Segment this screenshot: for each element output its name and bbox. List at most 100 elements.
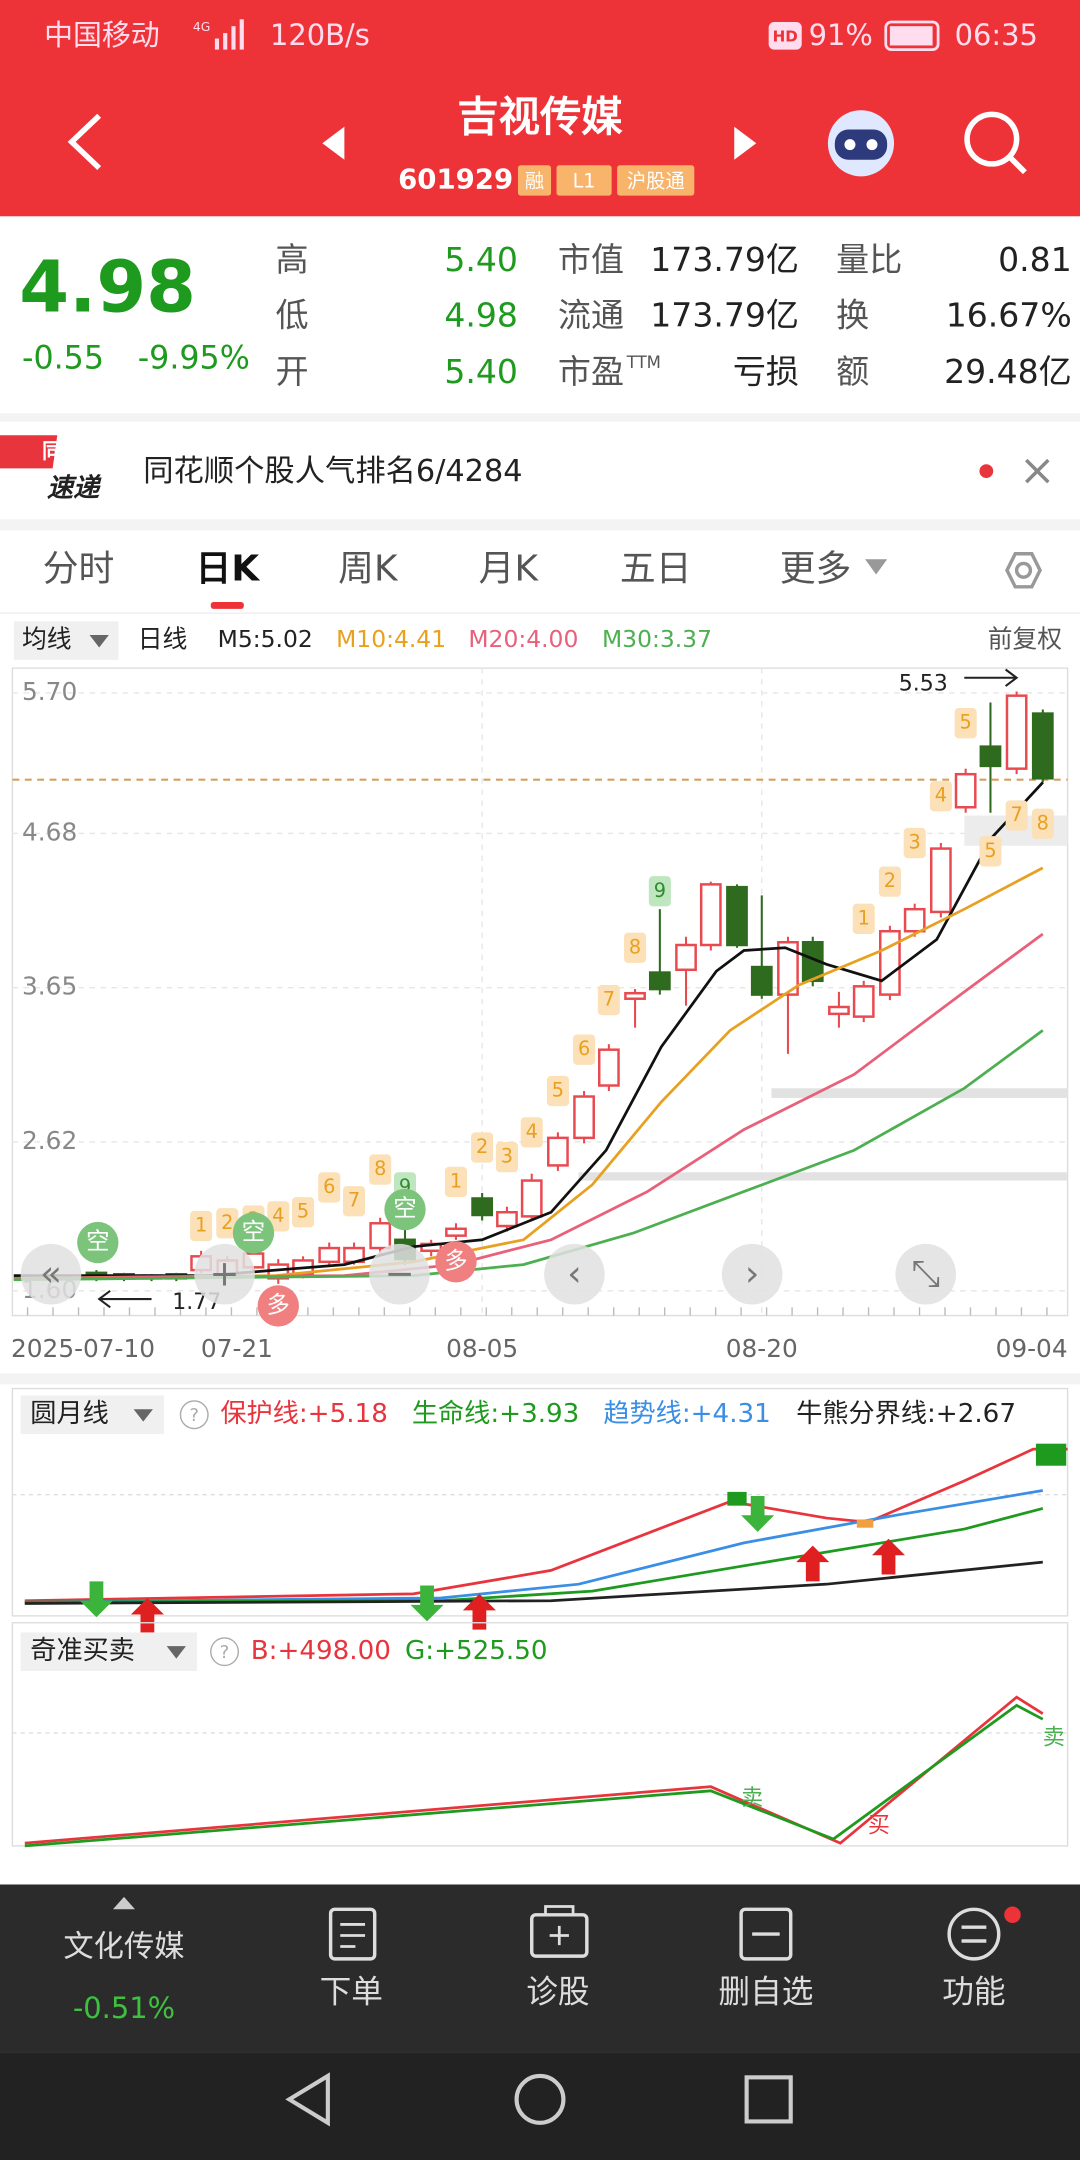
seq-bg bbox=[444, 1166, 467, 1198]
seq-bg bbox=[343, 1186, 366, 1217]
sys-recent[interactable] bbox=[744, 2075, 793, 2124]
nav-item[interactable]: 下单 bbox=[320, 1974, 383, 2010]
seq-bg bbox=[624, 932, 647, 963]
stat-value: 16.67% bbox=[946, 295, 1072, 334]
sys-back[interactable] bbox=[285, 2072, 330, 2127]
ma-item: M5:5.02 bbox=[218, 625, 313, 653]
control-button[interactable] bbox=[20, 1243, 82, 1305]
signal: 卖 bbox=[1043, 1725, 1065, 1750]
y-tick-label: 4.68 bbox=[22, 817, 77, 846]
tab[interactable]: 更多 bbox=[780, 548, 852, 589]
sys-home[interactable] bbox=[514, 2073, 566, 2125]
ind1-name[interactable]: 圆月线 bbox=[30, 1399, 108, 1429]
more-caret bbox=[865, 559, 888, 575]
bottom-nav bbox=[0, 1884, 1080, 2053]
prev-stock[interactable] bbox=[322, 126, 345, 160]
seq-label: 5 bbox=[552, 1079, 564, 1102]
tab[interactable]: 分时 bbox=[43, 548, 115, 589]
help-icon[interactable] bbox=[179, 1400, 209, 1430]
candle-body bbox=[1005, 694, 1028, 770]
ind1-frame bbox=[11, 1387, 1069, 1617]
control-icon: « bbox=[40, 1254, 62, 1295]
x-tick-label: 08-05 bbox=[446, 1334, 518, 1363]
network: 4G bbox=[193, 19, 210, 34]
help-mark: ? bbox=[189, 1405, 199, 1426]
tab[interactable]: 月K bbox=[479, 548, 540, 589]
control-button[interactable] bbox=[544, 1243, 605, 1305]
seq-label: 3 bbox=[501, 1145, 513, 1168]
func-icon bbox=[947, 1907, 1001, 1961]
signal-bg bbox=[77, 1221, 119, 1264]
seq-bg bbox=[878, 866, 901, 897]
caret bbox=[166, 1646, 186, 1659]
seq-bg bbox=[318, 1172, 341, 1203]
seq-label: 4 bbox=[935, 784, 947, 807]
divider bbox=[0, 1373, 1080, 1385]
g-line bbox=[24, 1703, 1044, 1848]
candle-body bbox=[777, 941, 799, 996]
tag: 沪股通 bbox=[627, 169, 685, 192]
tab[interactable]: 五日 bbox=[620, 548, 692, 589]
help-icon[interactable] bbox=[210, 1637, 240, 1667]
tab[interactable]: 日K bbox=[196, 548, 261, 589]
signal-icon bbox=[214, 19, 244, 50]
remove-icon bbox=[739, 1907, 793, 1961]
logo-text: 同花顺 bbox=[42, 439, 104, 463]
candles bbox=[85, 691, 1054, 1284]
candle-body bbox=[648, 971, 671, 991]
control-button[interactable] bbox=[895, 1243, 957, 1305]
nav-item[interactable]: 功能 bbox=[942, 1974, 1005, 2010]
low-arrow bbox=[97, 1289, 152, 1309]
seq-bg bbox=[546, 1075, 569, 1107]
control-button[interactable] bbox=[194, 1243, 255, 1305]
close-banner[interactable] bbox=[1025, 458, 1050, 484]
seq-bg bbox=[369, 1154, 392, 1185]
sector[interactable]: 文化传媒 bbox=[63, 1929, 184, 1964]
seq-label: 3 bbox=[909, 831, 921, 854]
tab[interactable]: 周K bbox=[338, 548, 399, 589]
candle-body bbox=[954, 772, 977, 809]
settings-button[interactable] bbox=[1005, 552, 1042, 589]
ind2-items: B:+498.00 G:+525.50 bbox=[251, 1636, 548, 1666]
control-button[interactable] bbox=[369, 1243, 430, 1305]
x-tick-label: 09-04 bbox=[996, 1334, 1068, 1363]
nav-item[interactable]: 诊股 bbox=[526, 1974, 589, 2010]
robot-eye bbox=[866, 139, 878, 151]
seq-bg bbox=[954, 708, 977, 739]
search-button[interactable] bbox=[964, 111, 1020, 167]
ind2-name[interactable]: 奇准买卖 bbox=[30, 1636, 135, 1666]
seq-bg bbox=[929, 781, 952, 812]
stat-value: 29.48亿 bbox=[944, 352, 1072, 391]
robot-eye bbox=[844, 139, 856, 151]
nav-item[interactable]: 删自选 bbox=[718, 1974, 813, 2010]
candle-body bbox=[726, 885, 748, 947]
stat-value: 5.40 bbox=[444, 240, 518, 279]
seq-bg bbox=[573, 1034, 596, 1065]
control-icon: ⤡ bbox=[911, 1254, 940, 1295]
y-tick-label: 2.62 bbox=[22, 1126, 77, 1155]
stat-value: 亏损 bbox=[733, 352, 799, 391]
control-icon: ‹ bbox=[567, 1254, 581, 1295]
next-stock[interactable] bbox=[734, 126, 757, 160]
candle-body bbox=[496, 1211, 518, 1228]
ma-item: M10:4.41 bbox=[336, 625, 446, 653]
adjust[interactable]: 前复权 bbox=[988, 625, 1062, 654]
order-icon bbox=[328, 1907, 377, 1961]
search-handle bbox=[1007, 155, 1027, 175]
ind2-selector-bg[interactable] bbox=[20, 1632, 197, 1671]
stat-label: 换 bbox=[836, 295, 869, 334]
ma-selector[interactable]: 均线 bbox=[22, 625, 72, 654]
seq-label: 6 bbox=[578, 1037, 590, 1060]
candle-body bbox=[573, 1095, 595, 1140]
badge bbox=[1004, 1906, 1021, 1924]
seq-bg bbox=[597, 984, 620, 1016]
control-button[interactable] bbox=[721, 1243, 783, 1305]
sell-arrow bbox=[79, 1581, 113, 1618]
seq-bg bbox=[1005, 800, 1028, 831]
ma-line bbox=[13, 866, 1044, 1280]
candle-body bbox=[879, 929, 901, 996]
candle-body bbox=[369, 1222, 392, 1250]
back-button[interactable] bbox=[67, 113, 102, 171]
banner-text[interactable]: 同花顺个股人气排名6/4284 bbox=[143, 454, 522, 489]
